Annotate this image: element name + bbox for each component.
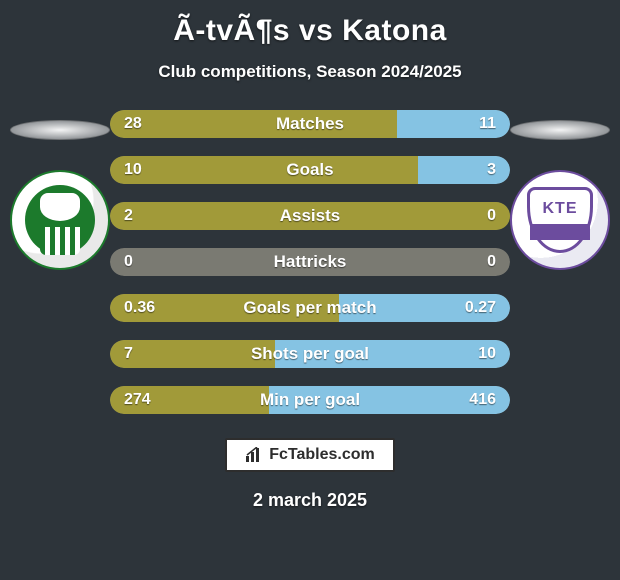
- page-title: Ã-tvÃ¶s vs Katona: [0, 14, 620, 48]
- bar-left-fill: [110, 202, 510, 230]
- right-team-abbrev: KTE: [543, 200, 578, 218]
- stat-row: 00Hattricks: [110, 248, 510, 276]
- comparison-card: Ã-tvÃ¶s vs Katona Club competitions, Sea…: [0, 0, 620, 580]
- accent-ellipse-left: [10, 120, 110, 140]
- bar-right-fill: [269, 386, 510, 414]
- bar-right-fill: [339, 294, 510, 322]
- chart-icon: [245, 447, 263, 463]
- bar-left-fill: [110, 110, 397, 138]
- bar-left-fill: [110, 340, 275, 368]
- bar-right-fill: [275, 340, 510, 368]
- stat-row: 20Assists: [110, 202, 510, 230]
- bar-left-fill: [110, 294, 339, 322]
- stat-row: 103Goals: [110, 156, 510, 184]
- subtitle: Club competitions, Season 2024/2025: [0, 62, 620, 82]
- left-team-badge: [10, 170, 110, 270]
- accent-ellipse-right: [510, 120, 610, 140]
- stats-bar-list: 2811Matches 103Goals 20Assists 00Hattricks 0…: [110, 110, 510, 414]
- stat-row: 274416Min per goal: [110, 386, 510, 414]
- right-team-side: KTE: [510, 120, 610, 270]
- bar-left-fill: [110, 156, 418, 184]
- brand-text: FcTables.com: [269, 446, 375, 464]
- left-team-side: [10, 120, 110, 270]
- brand-box: FcTables.com: [225, 438, 395, 472]
- right-team-badge: KTE: [510, 170, 610, 270]
- bar-right-fill: [397, 110, 510, 138]
- stat-row: 710Shots per goal: [110, 340, 510, 368]
- match-date: 2 march 2025: [0, 490, 620, 511]
- bar-left-fill: [110, 386, 269, 414]
- stat-row: 0.360.27Goals per match: [110, 294, 510, 322]
- bar-right-fill: [418, 156, 510, 184]
- stat-row: 2811Matches: [110, 110, 510, 138]
